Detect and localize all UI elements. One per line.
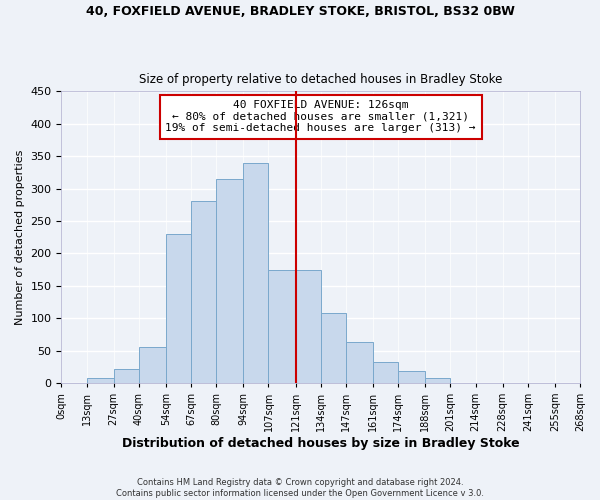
Bar — [346, 342, 373, 383]
Y-axis label: Number of detached properties: Number of detached properties — [15, 150, 25, 325]
Bar — [86, 378, 113, 383]
Bar — [191, 202, 216, 383]
Bar — [166, 234, 191, 383]
Bar — [216, 179, 243, 383]
Text: 40 FOXFIELD AVENUE: 126sqm
← 80% of detached houses are smaller (1,321)
19% of s: 40 FOXFIELD AVENUE: 126sqm ← 80% of deta… — [166, 100, 476, 134]
Bar — [425, 378, 451, 383]
Title: Size of property relative to detached houses in Bradley Stoke: Size of property relative to detached ho… — [139, 73, 502, 86]
Bar — [139, 348, 166, 383]
Bar — [296, 270, 321, 383]
Bar — [373, 362, 398, 383]
Bar — [243, 162, 268, 383]
Text: Contains HM Land Registry data © Crown copyright and database right 2024.
Contai: Contains HM Land Registry data © Crown c… — [116, 478, 484, 498]
Text: 40, FOXFIELD AVENUE, BRADLEY STOKE, BRISTOL, BS32 0BW: 40, FOXFIELD AVENUE, BRADLEY STOKE, BRIS… — [86, 5, 514, 18]
Bar — [398, 370, 425, 383]
Bar — [113, 368, 139, 383]
Bar — [321, 313, 346, 383]
X-axis label: Distribution of detached houses by size in Bradley Stoke: Distribution of detached houses by size … — [122, 437, 520, 450]
Bar — [268, 270, 296, 383]
